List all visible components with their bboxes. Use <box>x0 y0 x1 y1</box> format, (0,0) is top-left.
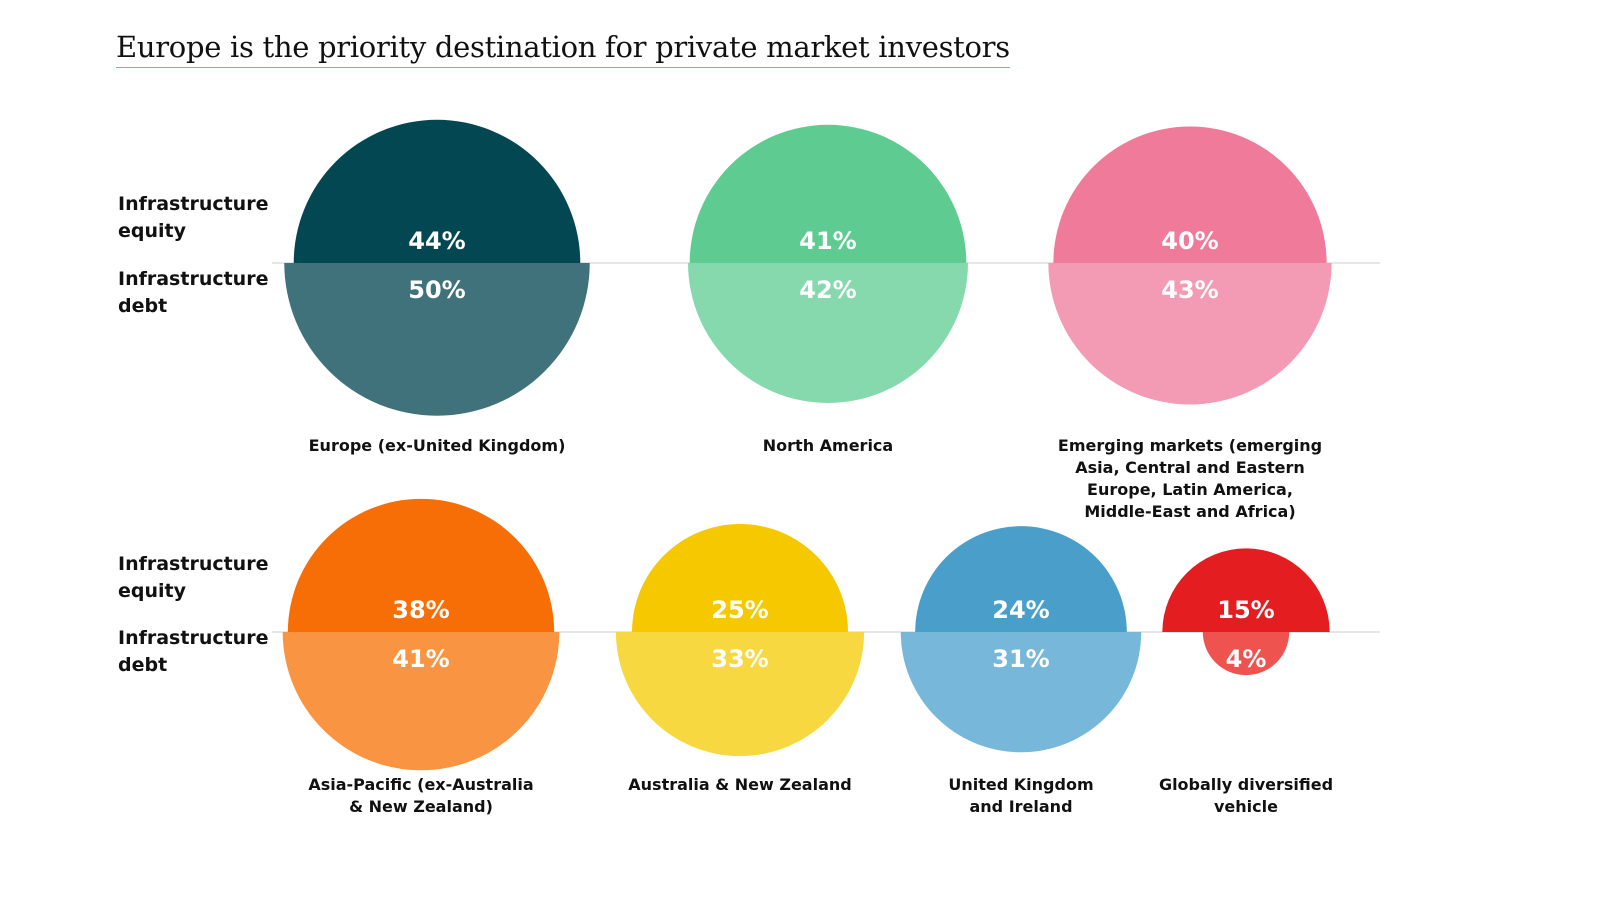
equity-value-label: 24% <box>992 596 1049 624</box>
debt-value-label: 42% <box>799 276 856 304</box>
equity-semicircle <box>1053 126 1327 263</box>
row-label-equity-line2: equity <box>118 220 186 242</box>
row-label-equity-line1: Infrastructure <box>118 193 269 215</box>
debt-value-label: 31% <box>992 645 1049 673</box>
category-label: Emerging markets (emerging Asia, Central … <box>1058 436 1322 521</box>
category-label-line: & New Zealand) <box>349 797 493 816</box>
category-label-line: Europe, Latin America, <box>1087 480 1293 499</box>
row-label-debt-1: Infrastructure debt <box>118 266 268 320</box>
equity-semicircle <box>1162 548 1330 632</box>
category-label: Asia-Pacific (ex-Australia & New Zealand) <box>308 775 533 816</box>
equity-value-label: 38% <box>392 596 449 624</box>
category-label: Globally diversified vehicle <box>1159 775 1333 816</box>
category-label-line: vehicle <box>1214 797 1278 816</box>
category-label-line: Asia, Central and Eastern <box>1075 458 1304 477</box>
equity-semicircle <box>632 524 848 632</box>
chart-title: Europe is the priority destination for p… <box>116 30 1010 68</box>
debt-value-label: 33% <box>711 645 768 673</box>
category-label: United Kingdom and Ireland <box>948 775 1093 816</box>
debt-value-label: 4% <box>1226 645 1267 673</box>
debt-value-label: 50% <box>408 276 465 304</box>
row-label-equity-line2: equity <box>118 580 186 602</box>
category-label-line: Middle-East and Africa) <box>1084 502 1295 521</box>
equity-value-label: 25% <box>711 596 768 624</box>
category-label-line: and Ireland <box>969 797 1072 816</box>
equity-value-label: 44% <box>408 227 465 255</box>
debt-semicircle <box>284 263 590 416</box>
debt-value-label: 43% <box>1161 276 1218 304</box>
debt-semicircle <box>615 632 865 757</box>
equity-semicircle <box>689 124 967 263</box>
row-label-debt-line1: Infrastructure <box>118 627 269 649</box>
equity-semicircle <box>293 119 581 264</box>
category-label-line: Emerging markets (emerging <box>1058 436 1322 455</box>
equity-value-label: 41% <box>799 227 856 255</box>
equity-value-label: 15% <box>1217 596 1274 624</box>
row-label-debt-line1: Infrastructure <box>118 268 269 290</box>
category-label-line: United Kingdom <box>948 775 1093 794</box>
debt-semicircle <box>900 632 1142 753</box>
debt-semicircle <box>688 263 968 403</box>
category-label: Europe (ex-United Kingdom) <box>309 436 566 455</box>
row-label-equity-line1: Infrastructure <box>118 553 269 575</box>
debt-semicircle <box>1048 263 1332 405</box>
debt-semicircle <box>282 632 560 771</box>
equity-semicircle <box>915 526 1127 632</box>
row-label-equity-1: Infrastructure equity <box>118 191 268 245</box>
equity-semicircle <box>287 498 555 632</box>
row-label-debt-line2: debt <box>118 295 168 317</box>
category-label-line: Australia & New Zealand <box>628 775 851 794</box>
debt-semicircle <box>1202 632 1290 676</box>
debt-value-label: 41% <box>392 645 449 673</box>
category-label-line: Globally diversified <box>1159 775 1333 794</box>
category-label: Australia & New Zealand <box>628 775 851 794</box>
equity-value-label: 40% <box>1161 227 1218 255</box>
category-label-line: Europe (ex-United Kingdom) <box>309 436 566 455</box>
row-label-debt-2: Infrastructure debt <box>118 625 268 679</box>
row-label-equity-2: Infrastructure equity <box>118 551 268 605</box>
category-label-line: Asia-Pacific (ex-Australia <box>308 775 533 794</box>
category-label-line: North America <box>763 436 893 455</box>
row-label-debt-line2: debt <box>118 654 168 676</box>
category-label: North America <box>763 436 893 455</box>
